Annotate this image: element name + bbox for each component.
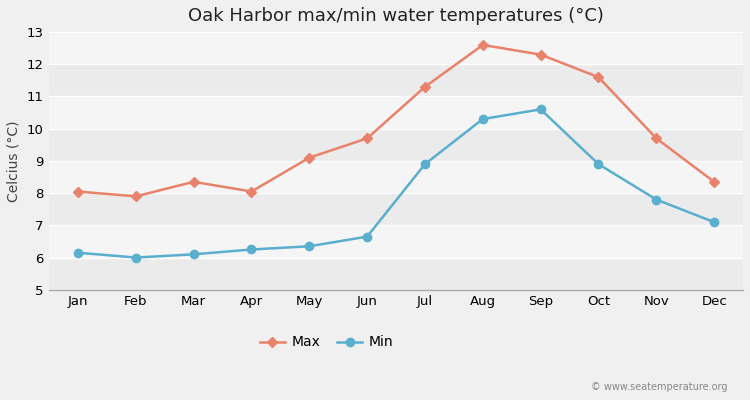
Min (710, 220, 718, 224)
Line: Max: Max (74, 41, 718, 200)
Max (131, 194, 140, 199)
Max (652, 136, 661, 141)
Bar (49, 258, 743, 290)
Min (363, 234, 372, 239)
Min (131, 255, 140, 260)
Min (247, 247, 256, 252)
Min (421, 162, 430, 166)
Bar (49, 225, 743, 258)
Min (536, 107, 545, 112)
Bar (49, 129, 743, 161)
Max (74, 189, 82, 194)
Bar (49, 193, 743, 225)
Min (304, 244, 313, 249)
Max (710, 180, 718, 184)
Max (594, 75, 603, 80)
Min (478, 117, 488, 122)
Max (536, 52, 545, 57)
Min (652, 197, 661, 202)
Max (363, 136, 372, 141)
Max (247, 189, 256, 194)
Max (189, 180, 198, 184)
Min (594, 162, 603, 166)
Y-axis label: Celcius (°C): Celcius (°C) (7, 120, 21, 202)
Max (478, 42, 488, 47)
Title: Oak Harbor max/min water temperatures (°C): Oak Harbor max/min water temperatures (°… (188, 7, 604, 25)
Min (74, 250, 82, 255)
Min (189, 252, 198, 257)
Bar (49, 96, 743, 129)
Line: Min: Min (74, 105, 718, 262)
Bar (49, 64, 743, 96)
Text: © www.seatemperature.org: © www.seatemperature.org (591, 382, 728, 392)
Legend: Max, Min: Max, Min (254, 330, 399, 355)
Bar (49, 161, 743, 193)
Max (304, 155, 313, 160)
Bar (49, 32, 743, 64)
Max (421, 84, 430, 89)
